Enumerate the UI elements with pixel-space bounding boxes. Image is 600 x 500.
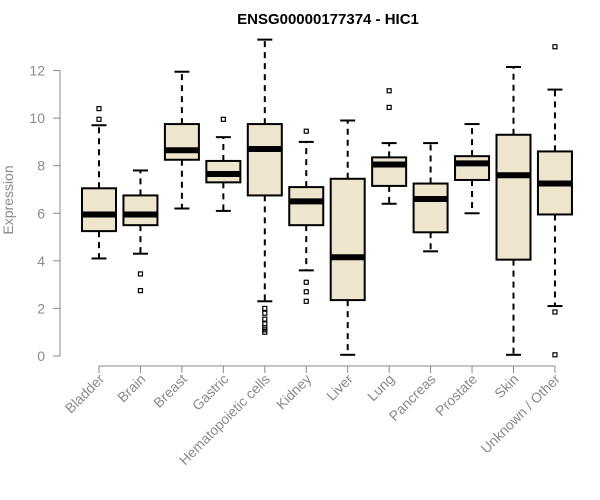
outlier-point — [552, 309, 558, 315]
iqr-box — [454, 155, 491, 181]
x-tick-label: Liver — [323, 371, 356, 404]
x-tick-label: Brain — [114, 371, 148, 405]
outlier-point — [386, 104, 392, 111]
box-brain — [122, 169, 159, 294]
outlier-point — [137, 271, 144, 277]
x-tick-label: Prostate — [432, 371, 480, 419]
box-series — [81, 38, 573, 358]
box-hematopoietic-cells — [246, 38, 283, 335]
y-tick-label: 12 — [29, 63, 45, 79]
outlier-point — [386, 88, 392, 94]
box-pancreas — [412, 142, 449, 253]
outlier-point — [303, 128, 309, 134]
iqr-box — [495, 133, 532, 261]
box-bladder — [81, 106, 117, 260]
outlier-point — [552, 352, 558, 358]
y-tick-label: 10 — [29, 110, 45, 126]
iqr-box — [122, 194, 159, 227]
box-liver — [329, 119, 366, 356]
outlier-point — [96, 106, 102, 112]
y-axis: 0 2 4 6 8 10 12 — [29, 63, 61, 364]
outlier-point — [137, 287, 144, 294]
outlier-point — [552, 44, 558, 50]
x-tick-label: Unknown / Other — [477, 371, 563, 457]
x-tick-label: Breast — [150, 371, 190, 411]
iqr-box — [81, 187, 117, 233]
y-tick-label: 4 — [37, 253, 45, 269]
iqr-box — [412, 182, 449, 234]
box-prostate — [454, 123, 491, 215]
outlier-point — [220, 116, 226, 122]
outlier-point — [303, 289, 309, 295]
outlier-point — [262, 329, 268, 335]
outlier-point — [262, 316, 268, 322]
outlier-point — [96, 116, 102, 122]
y-tick-label: 6 — [37, 205, 45, 221]
box-skin — [495, 65, 532, 356]
outlier-point — [262, 310, 268, 316]
y-tick-label: 0 — [37, 348, 45, 364]
x-tick-label: Lung — [364, 371, 397, 404]
outlier-point — [303, 298, 309, 304]
x-tick-label: Bladder — [62, 371, 108, 417]
chart-title: ENSG00000177374 - HIC1 — [237, 11, 419, 28]
y-tick-label: 2 — [37, 300, 45, 316]
outlier-point — [262, 305, 268, 312]
box-unknown-other — [536, 44, 573, 358]
iqr-box — [288, 186, 325, 227]
outlier-point — [303, 279, 309, 285]
box-gastric — [205, 116, 242, 212]
y-tick-label: 8 — [37, 158, 45, 174]
box-breast — [163, 70, 200, 210]
x-tick-label: Kidney — [273, 371, 315, 413]
y-axis-label: Expression — [0, 165, 16, 234]
iqr-box — [163, 123, 200, 161]
iqr-box — [329, 177, 366, 302]
x-tick-label: Skin — [491, 371, 522, 402]
iqr-box — [246, 123, 283, 197]
box-lung — [371, 88, 408, 205]
box-kidney — [288, 128, 325, 304]
